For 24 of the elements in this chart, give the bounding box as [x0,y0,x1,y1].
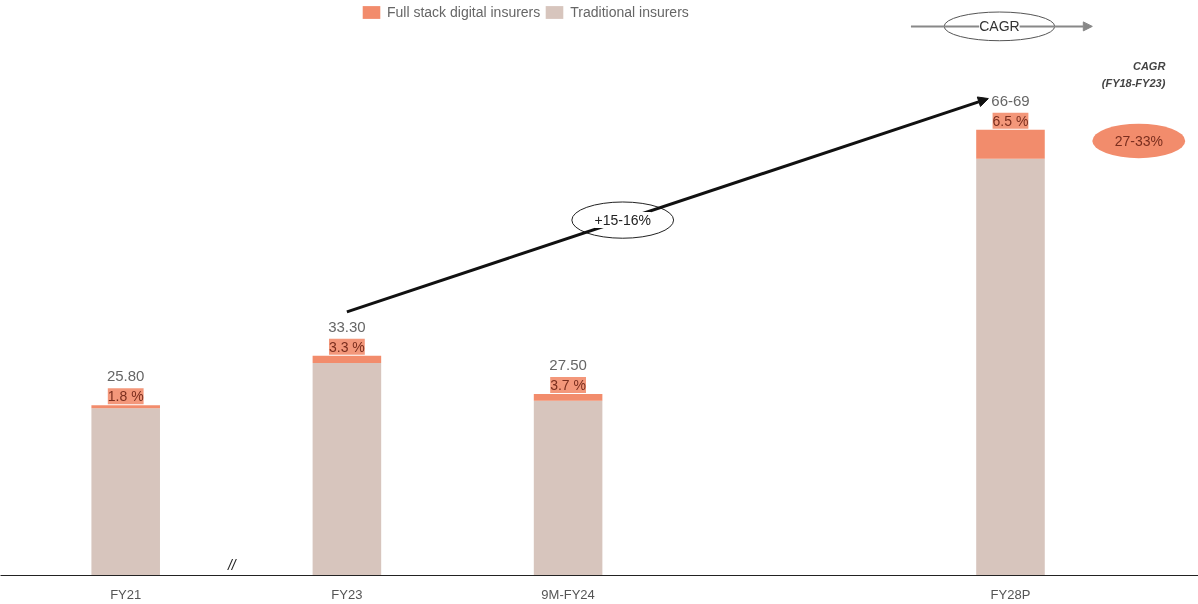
bar [533,400,603,576]
legend-label: Full stack digital insurers [387,4,541,20]
text: CAGR [1132,60,1166,73]
annotation: 3.7 % [550,377,586,394]
annotation: 33.30 [328,317,366,335]
annotation: 6.5 % [992,112,1029,129]
x-tick-label: 9M-FY24 [541,586,595,602]
annotation: 25.80 [106,367,145,385]
x-tick-label: FY21 [110,586,142,602]
bar [312,362,382,576]
bar [91,408,160,576]
annotation: +15-16% [594,212,651,229]
x-tick-label: FY23 [331,586,363,602]
annotation: 27.50 [549,356,587,374]
bar [976,158,1045,576]
text: CAGR [979,18,1020,35]
annotation: // [226,556,238,573]
text: (FY18-FY23) [1101,77,1166,90]
annotation: 1.8 % [107,388,144,405]
annotation: 3.3 % [328,338,365,355]
text: 66-69 [991,91,1030,109]
x-tick-label: FY28P [990,586,1031,602]
legend-label: Traditional insurers [570,4,689,20]
annotation: 27-33% [1114,132,1163,149]
